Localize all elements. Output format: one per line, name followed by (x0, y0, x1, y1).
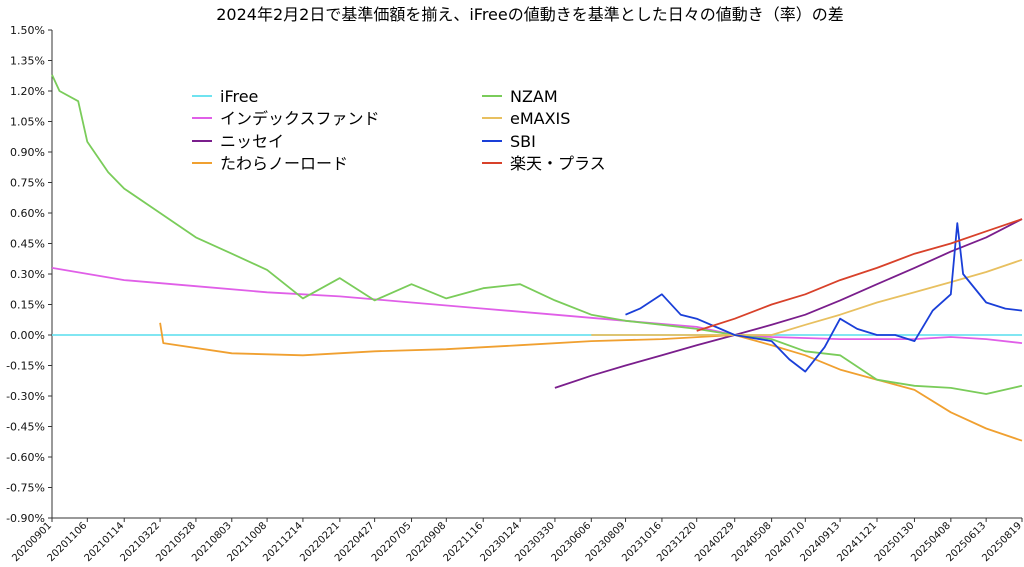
y-tick-label: 0.75% (10, 177, 45, 190)
y-tick-label: -0.15% (6, 360, 45, 373)
y-tick-label: -0.75% (6, 482, 45, 495)
legend-label-1: iFree (220, 87, 258, 106)
series-line-8 (696, 218, 1023, 332)
legend-label-3: ニッセイ (220, 132, 284, 151)
legend-label-2: インデックスファンド (220, 109, 380, 128)
series-line-7 (625, 222, 1023, 373)
y-tick-label: -0.45% (6, 421, 45, 434)
y-tick-label: 0.60% (10, 207, 45, 220)
y-tick-label: 1.05% (10, 116, 45, 129)
series-line-6 (591, 258, 1023, 336)
y-tick-label: 0.90% (10, 146, 45, 159)
y-tick-label: 0.15% (10, 299, 45, 312)
y-tick-label: 0.00% (10, 329, 45, 342)
legend-label-6: eMAXIS (510, 109, 570, 128)
series-line-4 (159, 322, 1023, 442)
chart-title: 2024年2月2日で基準価額を揃え、iFreeの値動きを基準とした日々の値動き（… (216, 5, 843, 24)
y-tick-label: 1.35% (10, 55, 45, 68)
y-tick-label: -0.30% (6, 390, 45, 403)
legend-label-7: SBI (510, 132, 536, 151)
series-line-2 (51, 267, 1023, 344)
legend-label-5: NZAM (510, 87, 558, 106)
x-tick-label: 20241121 (835, 520, 879, 564)
legend-label-8: 楽天・プラス (510, 154, 606, 173)
y-tick-label: -0.90% (6, 512, 45, 525)
y-tick-label: 1.20% (10, 85, 45, 98)
series-line-5 (51, 74, 1023, 395)
y-tick-label: 1.50% (10, 24, 45, 37)
y-tick-label: 0.45% (10, 238, 45, 251)
legend-label-4: たわらノーロード (220, 154, 348, 173)
y-tick-label: 0.30% (10, 268, 45, 281)
series-line-3 (554, 218, 1023, 389)
y-tick-label: -0.60% (6, 451, 45, 464)
series-lines (51, 74, 1023, 442)
